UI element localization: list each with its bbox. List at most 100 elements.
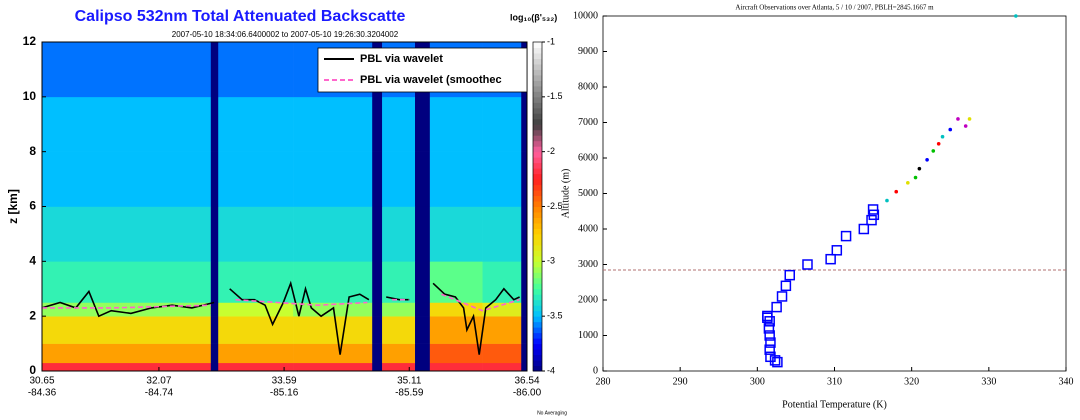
heatmap-cell — [210, 206, 219, 262]
colorbar-segment — [533, 47, 542, 54]
colorbar-tick-label: -2 — [547, 146, 555, 156]
colorbar-segment — [533, 316, 542, 323]
heatmap-cell — [482, 362, 522, 372]
y-axis-label: z [km] — [6, 189, 20, 224]
colorbar-segment — [533, 91, 542, 98]
colorbar-segment — [533, 52, 542, 59]
heatmap-cell — [128, 96, 212, 152]
heatmap-cell — [482, 316, 522, 344]
heatmap-cell — [293, 206, 373, 262]
colorbar-segment — [533, 69, 542, 76]
colorbar-segment — [533, 85, 542, 92]
x-tick-sublabel: -84.74 — [145, 388, 174, 399]
square-marker — [764, 344, 775, 355]
pbl-line — [42, 293, 520, 312]
colorbar-segment — [533, 146, 542, 153]
heatmap-cell — [482, 151, 522, 207]
square-marker — [825, 253, 836, 265]
legend-label: PBL via wavelet (smoothec — [360, 74, 502, 86]
colorbar-segment — [533, 179, 542, 186]
pbl-line — [41, 280, 520, 355]
square-marker — [771, 301, 782, 313]
dot-marker — [936, 142, 941, 146]
heatmap-cell — [293, 96, 373, 152]
colorbar-segment — [533, 151, 542, 158]
colorbar-segment — [533, 305, 542, 312]
colorbar-segment — [533, 321, 542, 328]
x-tick-label: 290 — [673, 376, 688, 387]
colorbar-segment — [533, 338, 542, 345]
square-marker — [764, 316, 775, 327]
heatmap-cell — [218, 261, 294, 303]
heatmap-cell — [482, 302, 522, 317]
heatmap-cell — [42, 206, 129, 262]
heatmap-cell — [382, 362, 416, 372]
colorbar-segment — [533, 272, 542, 279]
heatmap-cell — [218, 206, 294, 262]
heatmap-cell — [218, 362, 294, 372]
x-tick-label: 32.07 — [146, 376, 171, 387]
heatmap-cell — [42, 42, 129, 98]
legend-label: PBL via wavelet — [360, 53, 443, 65]
heatmap-cell — [210, 96, 219, 152]
heatmap-cell — [218, 343, 294, 364]
dot-marker — [885, 198, 889, 203]
heatmap-cell — [429, 151, 483, 207]
square-marker — [867, 204, 879, 215]
colorbar-segment — [533, 354, 542, 361]
y-tick-label: 10000 — [573, 10, 598, 21]
square-marker — [762, 312, 773, 323]
x-tick-label: 330 — [981, 376, 996, 387]
y-tick-label: 6000 — [578, 152, 598, 163]
dot-marker — [925, 157, 929, 162]
chart-title: Aircraft Observations over Atlanta, 5 / … — [735, 4, 934, 12]
heatmap-cell — [415, 151, 431, 207]
y-tick-label: 10 — [23, 89, 37, 103]
heatmap-cell — [521, 362, 528, 372]
heatmap-cell — [372, 206, 383, 262]
colorbar-segment — [533, 217, 542, 224]
heatmap-cell — [415, 302, 431, 317]
heatmap-cell — [128, 206, 212, 262]
colorbar-segment — [533, 63, 542, 70]
chart-subtitle: 2007-05-10 18:34:06.6400002 to 2007-05-1… — [172, 30, 399, 39]
x-tick-label: 280 — [596, 376, 611, 387]
heatmap-cell — [293, 151, 373, 207]
colorbar-segment — [533, 327, 542, 334]
heatmap-cell — [218, 42, 294, 98]
colorbar-segment — [533, 294, 542, 301]
heatmap-cell — [293, 362, 373, 372]
heatmap-cell — [293, 302, 373, 317]
heatmap-cell — [521, 96, 528, 152]
heatmap-cell — [382, 96, 416, 152]
heatmap-cell — [521, 261, 528, 303]
legend-box — [317, 47, 528, 93]
colorbar-segment — [533, 162, 542, 169]
heatmap-cell — [521, 302, 528, 317]
square-marker — [769, 355, 781, 366]
colorbar-segment — [533, 288, 542, 295]
x-tick-label: 30.65 — [29, 376, 54, 387]
square-marker — [868, 209, 880, 221]
heatmap-cell — [482, 96, 522, 152]
heatmap-cell — [429, 206, 483, 262]
heatmap-cell — [382, 343, 416, 364]
heatmap-cell — [42, 96, 129, 152]
heatmap-cell — [415, 261, 431, 303]
heatmap-cell — [128, 362, 212, 372]
heatmap-cell — [218, 316, 294, 344]
colorbar-segment — [533, 135, 542, 142]
dot-marker — [931, 149, 936, 153]
heatmap-cell — [415, 96, 431, 152]
colorbar-segment — [533, 184, 542, 191]
heatmap-cell — [521, 206, 528, 262]
colorbar-tick-label: -4 — [547, 365, 555, 375]
dot-marker — [894, 189, 899, 194]
colorbar-segment — [533, 244, 542, 251]
heatmap-cell — [372, 343, 383, 364]
dot-marker — [948, 127, 953, 132]
heatmap-cell — [372, 316, 383, 344]
heatmap-cell — [429, 261, 483, 303]
y-tick-label: 8 — [29, 144, 36, 158]
